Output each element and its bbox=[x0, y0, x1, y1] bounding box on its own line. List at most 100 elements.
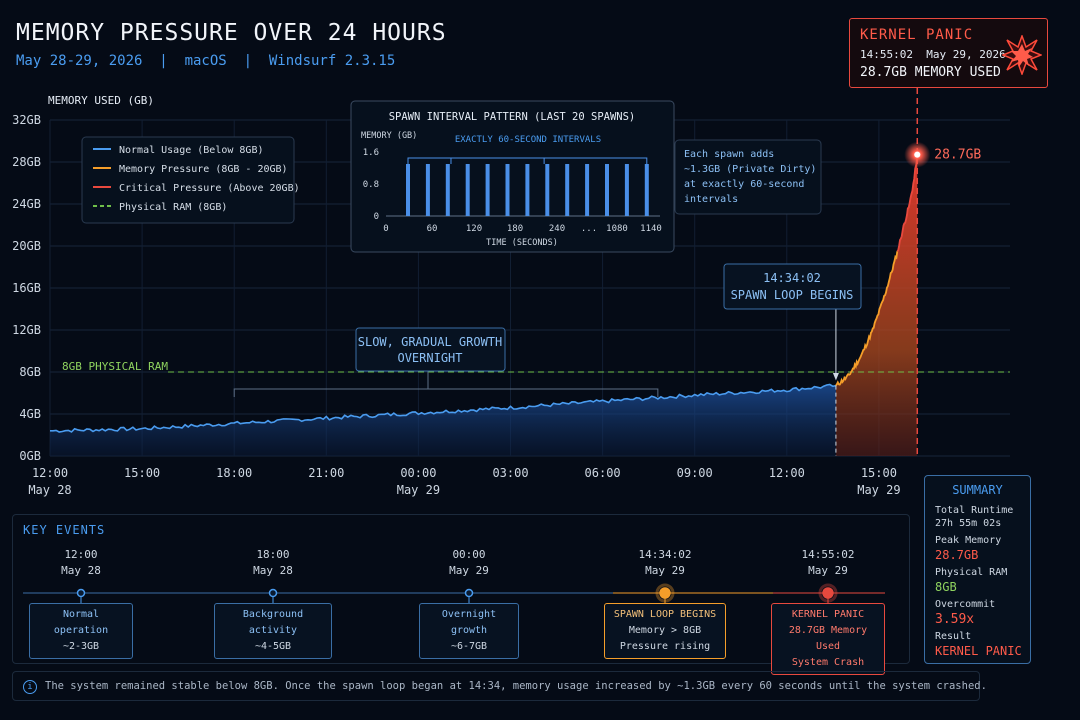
legend-box bbox=[81, 136, 295, 224]
event-card-line: ~4-5GB bbox=[254, 641, 292, 652]
inset-bar bbox=[624, 164, 629, 216]
x-tick-label: 06:00 bbox=[585, 466, 621, 480]
overcommit-value: 3.59x bbox=[935, 612, 975, 627]
y-tick-label: 24GB bbox=[12, 197, 41, 211]
spawn-note-text: at exactly 60-second bbox=[684, 179, 804, 190]
event-timeline bbox=[23, 583, 885, 603]
inset-bar bbox=[445, 164, 450, 216]
explosion-icon bbox=[1002, 35, 1042, 75]
event-card-line: Memory > 8GB bbox=[628, 625, 702, 636]
y-tick-label: 8GB bbox=[19, 365, 41, 379]
inset-bar bbox=[585, 164, 590, 216]
inset-x-tick: 60 bbox=[427, 224, 438, 234]
event-card-line: Pressure rising bbox=[619, 641, 711, 652]
event-card-line: Overnight growth bbox=[441, 609, 497, 636]
inset-bracket-label: EXACTLY 60-SECOND INTERVALS bbox=[455, 135, 601, 145]
event-time: 14:55:02 May 29 bbox=[773, 547, 883, 579]
event-dot bbox=[464, 588, 474, 598]
memory-chart: MEMORY USED (GB) 0GB 4GB 8GB 12GB 16GB 20GB 24… bbox=[12, 88, 1010, 497]
legend-item: Memory Pressure (8GB - 20GB) bbox=[119, 164, 288, 175]
inset-y-tick: 1.6 bbox=[363, 148, 379, 158]
event-date-text: May 29 bbox=[449, 564, 489, 577]
x-tick-label: 00:00 bbox=[400, 466, 436, 480]
event-card-line: Normal operation bbox=[53, 609, 109, 636]
y-tick-label: 16GB bbox=[12, 281, 41, 295]
ram-label: Physical RAM bbox=[935, 567, 1008, 578]
event-card: Normal operation ~2-3GB bbox=[29, 603, 133, 659]
normal-usage-line bbox=[50, 383, 837, 433]
event-time-text: 00:00 bbox=[452, 548, 486, 561]
event-date-text: May 29 bbox=[645, 564, 685, 577]
physical-ram-label: 8GB PHYSICAL RAM bbox=[62, 360, 168, 373]
x-tick-label: 15:00 bbox=[124, 466, 160, 480]
spawn-note-text: Each spawn adds bbox=[684, 149, 774, 160]
normal-usage-area bbox=[50, 384, 836, 456]
spawn-note-text: intervals bbox=[684, 194, 738, 205]
inset-x-label: TIME (SECONDS) bbox=[486, 238, 558, 248]
slow-growth-callout bbox=[355, 327, 506, 372]
inset-bracket bbox=[407, 157, 648, 164]
event-dot bbox=[76, 588, 86, 598]
event-card-line: ~2-3GB bbox=[62, 641, 100, 652]
event-card-line: SPAWN LOOP BEGINS bbox=[613, 609, 717, 620]
peak-point bbox=[914, 151, 921, 158]
event-date-text: May 29 bbox=[808, 564, 848, 577]
spawn-note-box bbox=[674, 139, 822, 215]
peak-value: 28.7GB bbox=[935, 548, 979, 562]
event-card: KERNEL PANIC 28.7GB Memory Used System Cra… bbox=[771, 603, 885, 675]
legend-item: Physical RAM (8GB) bbox=[119, 202, 227, 213]
inset-x-tick: 1140 bbox=[640, 224, 662, 234]
event-card-line: KERNEL PANIC bbox=[791, 609, 865, 620]
overcommit-label: Overcommit bbox=[935, 599, 996, 610]
inset-bar bbox=[406, 164, 410, 216]
inset-bar bbox=[525, 164, 530, 216]
event-card: SPAWN LOOP BEGINS Memory > 8GB Pressure ri… bbox=[604, 603, 726, 659]
inset-bar bbox=[425, 164, 430, 216]
peak-label: Peak Memory bbox=[935, 535, 1002, 546]
event-card-line: System Crash bbox=[791, 657, 865, 668]
inset-x-tick: 1080 bbox=[606, 224, 628, 234]
inset-y-tick: 0 bbox=[374, 212, 379, 222]
footer-note: i The system remained stable below 8GB. … bbox=[12, 671, 987, 701]
key-events-panel: KEY EVENTS 12:00 May 28 Normal operation ~2… bbox=[12, 514, 910, 675]
inset-bar bbox=[605, 164, 609, 216]
summary-panel: SUMMARY Total Runtime 27h 55m 02s Peak M… bbox=[924, 475, 1031, 664]
inset-chart-panel bbox=[350, 100, 675, 253]
event-time: 18:00 May 28 bbox=[218, 547, 328, 579]
y-tick-label: 12GB bbox=[12, 323, 41, 337]
growth-bracket bbox=[233, 388, 659, 397]
critical-pressure-line bbox=[896, 154, 919, 252]
inset-bar bbox=[545, 164, 550, 216]
event-dot bbox=[659, 587, 671, 599]
spawn-loop-callout-text: SPAWN LOOP BEGINS bbox=[731, 288, 854, 302]
event-time-text: 12:00 bbox=[64, 548, 98, 561]
inset-x-tick: ... bbox=[581, 224, 597, 234]
inset-y-label: MEMORY (GB) bbox=[361, 131, 417, 141]
legend-item: Critical Pressure (Above 20GB) bbox=[119, 183, 300, 194]
inset-bar bbox=[505, 164, 510, 216]
runtime-value: 27h 55m 02s bbox=[935, 518, 1002, 529]
legend-item: Normal Usage (Below 8GB) bbox=[119, 145, 264, 156]
summary-title: SUMMARY bbox=[952, 483, 1003, 497]
event-dot bbox=[822, 587, 834, 599]
x-tick-label: 18:00 bbox=[216, 466, 252, 480]
inset-bar bbox=[565, 164, 570, 216]
x-tick-label: 03:00 bbox=[492, 466, 528, 480]
inset-x-tick: 180 bbox=[507, 224, 523, 234]
y-tick-label: 32GB bbox=[12, 113, 41, 127]
event-date-text: May 28 bbox=[253, 564, 293, 577]
y-tick-label: 28GB bbox=[12, 155, 41, 169]
spawn-loop-callout bbox=[723, 263, 862, 310]
panic-memory: 28.7GB MEMORY USED bbox=[860, 65, 1001, 80]
result-label: Result bbox=[935, 631, 972, 642]
event-card: Background activity ~4-5GB bbox=[214, 603, 332, 659]
peak-label: 28.7GB bbox=[934, 148, 981, 163]
event-dot bbox=[268, 588, 278, 598]
inset-bar bbox=[465, 164, 470, 216]
event-time-text: 14:34:02 bbox=[638, 548, 692, 561]
y-tick-label: 4GB bbox=[19, 407, 41, 421]
inset-bar bbox=[644, 164, 649, 216]
x-tick-label: 12:00 bbox=[32, 466, 68, 480]
event-date-text: May 28 bbox=[61, 564, 101, 577]
inset-x-tick: 120 bbox=[466, 224, 482, 234]
